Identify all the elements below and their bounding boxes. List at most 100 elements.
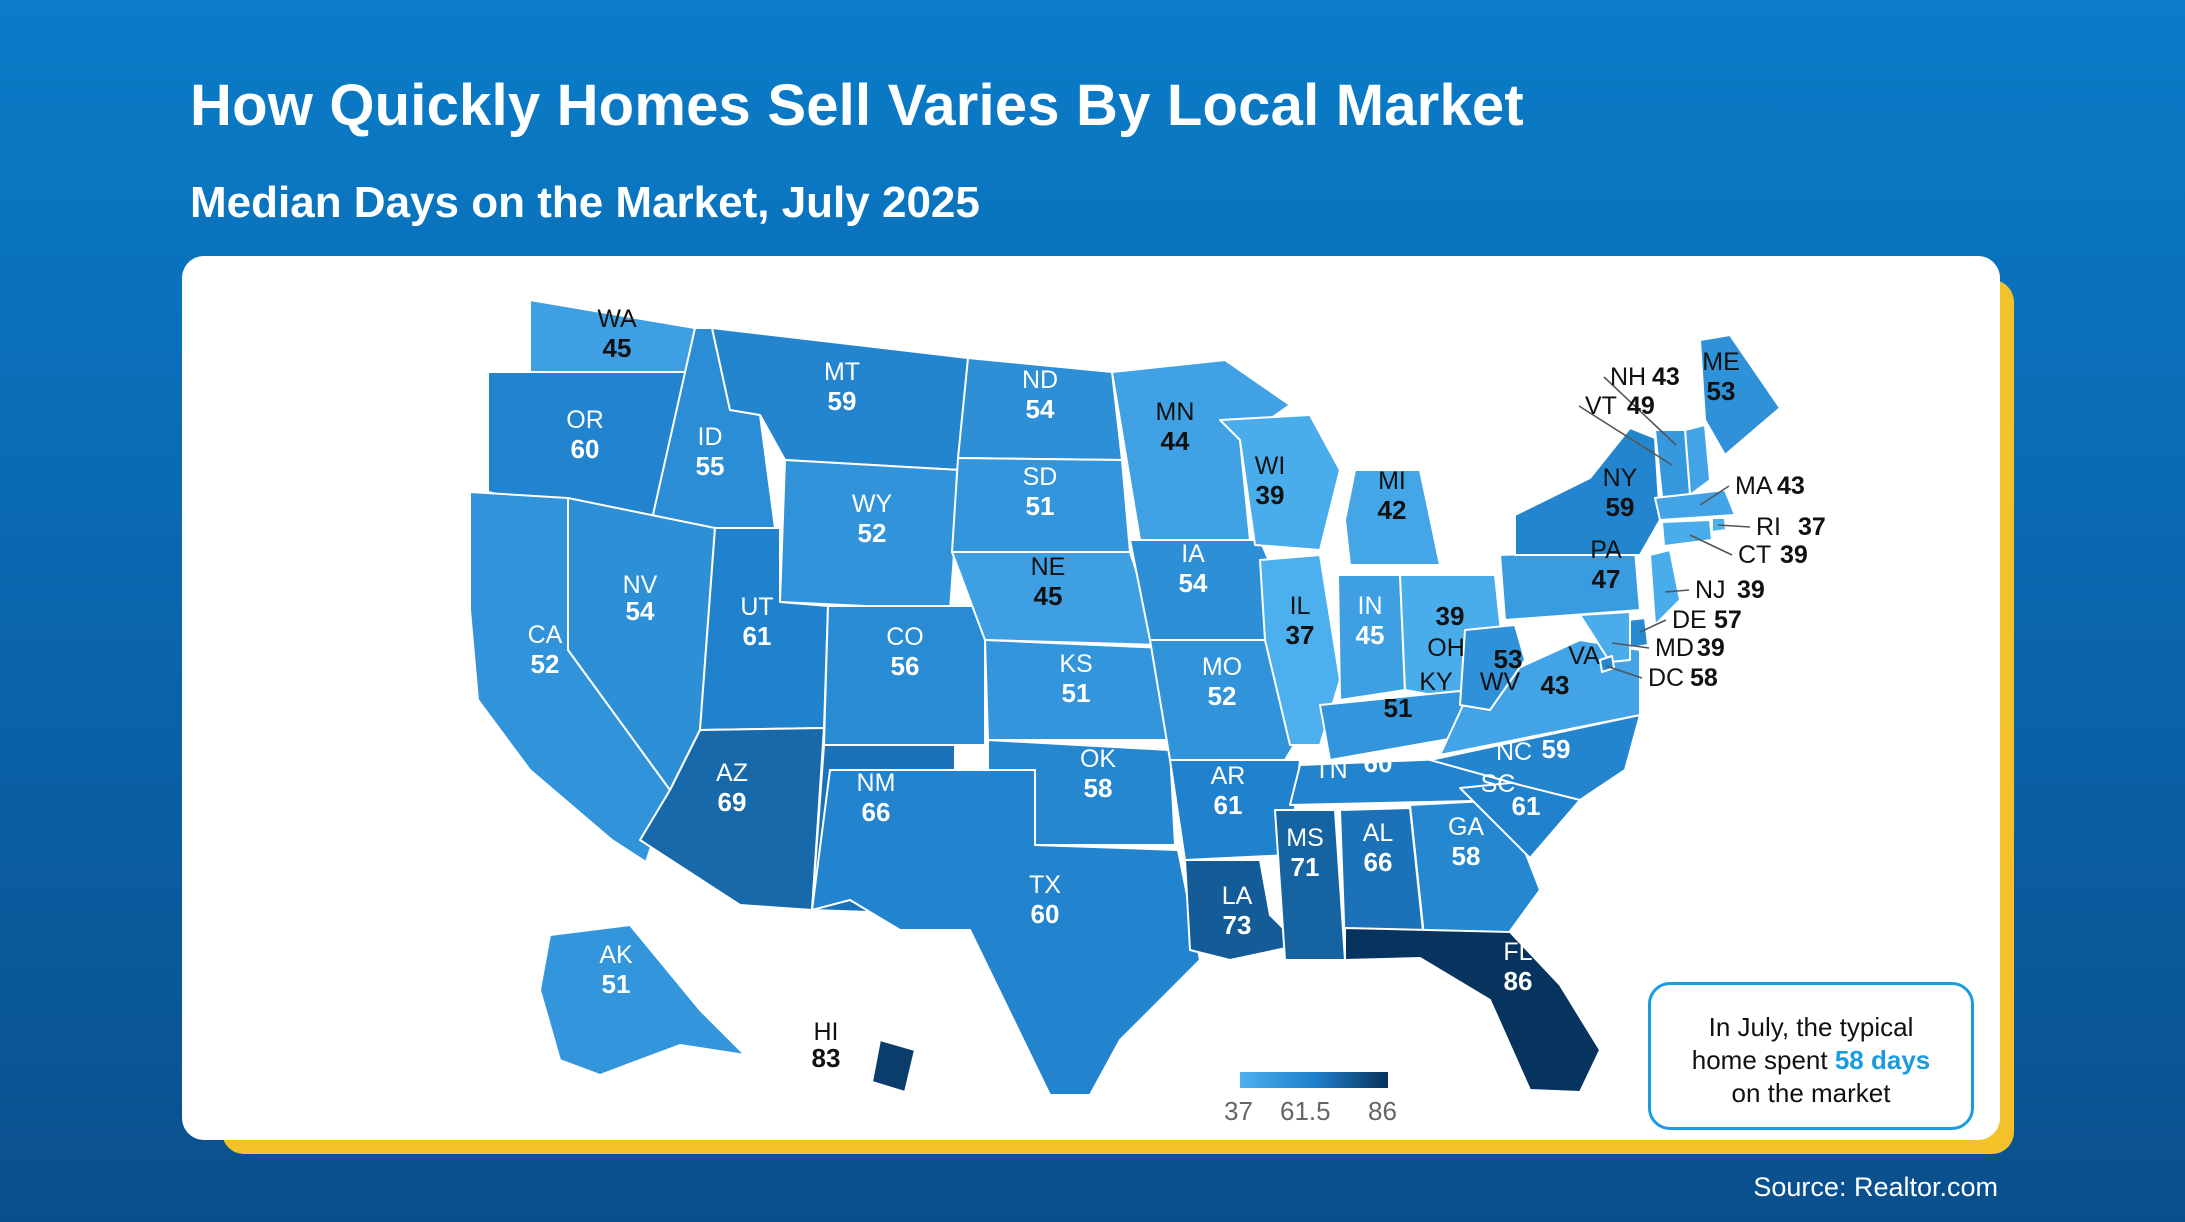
state-abbr-hi: HI [814,1018,839,1046]
state-value-wa: 45 [603,333,632,363]
state-abbr-mi: MI [1378,467,1406,495]
state-value-ar: 61 [1214,790,1243,820]
state-abbr-oh: OH [1427,634,1465,662]
state-tx [811,769,1201,1096]
state-abbr-ct: CT [1738,541,1771,569]
state-abbr-nm: NM [857,769,896,797]
state-mo [1149,639,1301,761]
state-value-me: 53 [1707,376,1736,406]
leader-line-dc [1605,665,1643,679]
state-value-mn: 44 [1161,426,1190,456]
state-value-ky: 51 [1384,693,1413,723]
state-abbr-nv: NV [623,571,658,599]
leader-line-ma [1699,485,1730,506]
state-value-id: 55 [696,451,725,481]
state-value-ak: 51 [602,969,631,999]
state-wi [1219,414,1341,551]
state-abbr-tx: TX [1029,871,1061,899]
state-abbr-wv: WV [1480,668,1521,696]
state-abbr-ky: KY [1419,668,1453,696]
state-value-nv: 54 [626,596,655,626]
state-value-md: 39 [1697,634,1725,662]
state-me [1699,334,1781,456]
state-abbr-tn: TN [1314,756,1347,784]
state-dc [1599,655,1615,673]
page-title: How Quickly Homes Sell Varies By Local M… [190,73,1524,138]
callout-line-2: home spent 58 days [1691,1045,1931,1075]
state-value-ca: 52 [531,649,560,679]
state-md [1579,611,1631,663]
state-value-al: 66 [1364,847,1393,877]
state-value-nc: 59 [1542,734,1571,764]
state-value-il: 37 [1286,620,1315,650]
state-abbr-nj: NJ [1695,576,1726,604]
leader-line-de [1639,619,1667,633]
state-abbr-al: AL [1363,819,1394,847]
state-value-nh: 43 [1652,363,1680,391]
state-value-dc: 58 [1690,664,1718,692]
page-subtitle: Median Days on the Market, July 2025 [190,178,980,227]
state-abbr-in: IN [1358,592,1383,620]
state-value-nj: 39 [1737,576,1765,604]
state-value-wy: 52 [858,518,887,548]
state-abbr-wy: WY [852,490,893,518]
state-abbr-mn: MN [1156,398,1195,426]
state-value-ia: 54 [1179,568,1208,598]
state-value-sc: 61 [1512,791,1541,821]
callout-box: In July, the typical home spent 58 days … [1648,982,1974,1130]
legend-mid: 61.5 [1280,1096,1331,1126]
leader-line-vt [1578,405,1673,466]
state-abbr-nd: ND [1022,366,1058,394]
state-abbr-ma: MA [1735,472,1773,500]
state-abbr-mo: MO [1202,653,1242,681]
callout-line-1: In July, the typical [1708,1012,1914,1042]
state-abbr-pa: PA [1590,536,1622,564]
state-value-in: 45 [1356,620,1385,650]
state-value-ny: 59 [1606,492,1635,522]
state-abbr-id: ID [698,423,723,451]
state-abbr-dc: DC [1648,664,1684,692]
state-value-ut: 61 [743,621,772,651]
leader-line-md [1611,642,1650,649]
state-value-ma: 43 [1777,472,1805,500]
state-abbr-sd: SD [1023,463,1058,491]
state-abbr-ne: NE [1031,553,1066,581]
state-abbr-fl: FL [1503,938,1532,966]
state-value-tn: 60 [1364,748,1393,778]
state-abbr-ny: NY [1603,464,1638,492]
state-abbr-ut: UT [740,593,773,621]
state-value-mt: 59 [828,386,857,416]
state-abbr-wi: WI [1255,452,1286,480]
legend-min: 37 [1224,1096,1253,1126]
state-abbr-ok: OK [1080,745,1116,773]
state-abbr-mt: MT [824,358,860,386]
leader-line-nj [1664,589,1690,593]
state-value-ks: 51 [1062,678,1091,708]
state-abbr-ia: IA [1181,540,1205,568]
state-abbr-md: MD [1655,634,1694,662]
source-note: Source: Realtor.com [1753,1172,1998,1202]
state-abbr-nh: NH [1610,363,1646,391]
state-value-nm: 66 [862,797,891,827]
state-value-ok: 58 [1084,773,1113,803]
state-abbr-me: ME [1702,348,1740,376]
state-abbr-ms: MS [1286,824,1324,852]
state-value-nd: 54 [1026,394,1055,424]
color-legend: 37 61.5 86 [1224,1072,1397,1126]
state-ny [1514,427,1661,556]
callout-highlight: 58 days [1834,1045,1931,1075]
state-value-az: 69 [718,787,747,817]
state-value-va: 43 [1541,670,1570,700]
state-ak [539,924,746,1076]
state-abbr-co: CO [886,623,924,651]
state-va [1439,639,1641,756]
state-hi [871,1039,916,1093]
state-value-pa: 47 [1592,564,1621,594]
state-abbr-va: VA [1568,642,1600,670]
state-value-hi: 83 [812,1043,841,1073]
state-il [1259,554,1341,746]
state-mi [1344,469,1441,566]
state-value-ne: 45 [1034,581,1063,611]
state-wv [1459,624,1526,711]
